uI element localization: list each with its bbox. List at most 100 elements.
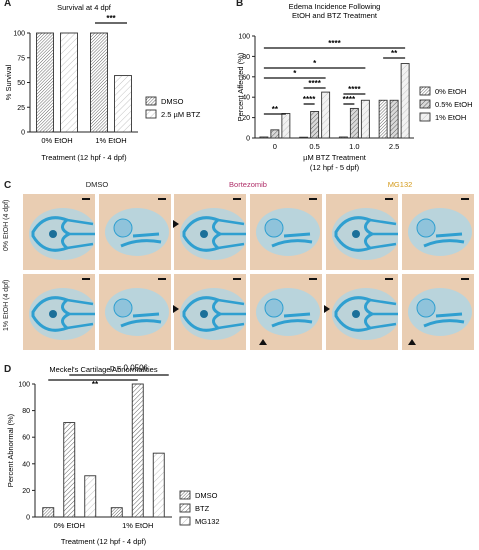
significance-label: p = 0.0506 [110, 364, 149, 373]
scale-bar [233, 278, 241, 280]
column-label: DMSO [85, 180, 109, 189]
y-tick-label: 0 [246, 136, 250, 143]
cartilage-structure [200, 230, 208, 238]
chart-title: Survival at 4 dpf [57, 3, 112, 12]
row-label: 0% EtOH (4 dpf) [3, 199, 10, 251]
cartilage-structure [352, 230, 360, 238]
legend-label: DMSO [161, 97, 184, 106]
cartilage-stain [408, 288, 472, 336]
legend-label: MG132 [195, 517, 220, 526]
ventral-view-image [325, 193, 399, 271]
bar-outline [281, 113, 291, 139]
bar-outline [90, 32, 108, 133]
eye-region [113, 218, 133, 238]
x-tick-label: 2.5 [389, 142, 399, 151]
cartilage-structure [217, 298, 246, 330]
bar-outline [63, 422, 76, 518]
bar-outline [349, 107, 359, 139]
bar-outline [36, 32, 54, 133]
cartilage-stain [256, 288, 320, 336]
bar-outline [84, 475, 97, 518]
scale-bar [158, 278, 166, 280]
x-tick-label: 1% EtOH [95, 136, 126, 145]
significance-label: **** [308, 79, 321, 88]
meckel-chart: Meckel's Cartilage Abnormalities 0 20 40 60 8… [6, 364, 220, 547]
cartilage-stain [256, 208, 320, 256]
arrowhead-marker [173, 220, 179, 228]
y-tick-label: 60 [22, 435, 30, 442]
legend-swatch-outline [179, 503, 191, 513]
significance-label: * [293, 69, 297, 78]
chart-title: Meckel's Cartilage Abnormalities [49, 365, 157, 374]
x-tick-label: 1% EtOH [122, 521, 153, 530]
bar-outline [400, 63, 410, 139]
bar-outline [360, 99, 370, 139]
legend-label: 0.5% EtOH [435, 100, 473, 109]
ventral-view-image [325, 273, 399, 351]
eye-region [264, 218, 284, 238]
bar-outline [338, 136, 348, 139]
cartilage-structure [271, 312, 313, 328]
bar-outline [270, 129, 280, 139]
scale-bar [461, 278, 469, 280]
x-axis-label: Treatment (12 hpf - 4 dpf) [61, 537, 147, 546]
cartilage-stain [29, 288, 95, 340]
lateral-view-image [98, 193, 172, 271]
scale-bar [309, 198, 317, 200]
cartilage-structure [369, 298, 398, 330]
y-tick-label: 40 [242, 95, 250, 102]
cartilage-stain [332, 288, 398, 340]
scale-bar [82, 198, 90, 200]
cartilage-structure [182, 296, 224, 332]
x-axis-label: Treatment (12 hpf - 4 dpf) [41, 153, 127, 162]
significance-label: **** [328, 39, 341, 48]
ventral-view-image [173, 193, 247, 271]
cartilage-structure [182, 216, 224, 252]
lateral-view-image [401, 193, 475, 271]
cartilage-stain [29, 208, 95, 260]
bar-outline [389, 99, 399, 139]
panel-label-b: B [236, 0, 244, 9]
x-axis-label: µM BTZ Treatment [303, 153, 367, 162]
arrowhead-marker [408, 339, 416, 345]
x-axis-label-2: (12 hpf - 5 dpf) [310, 163, 360, 172]
chart-subtitle: EtOH and BTZ Treatment [292, 11, 378, 20]
bar-outline [110, 507, 123, 518]
legend-label: 1% EtOH [435, 113, 466, 122]
row-label: 1% EtOH (4 dpf) [3, 279, 10, 331]
bar-outline [152, 452, 165, 518]
cartilage-structure [31, 296, 73, 332]
chart-title: Edema Incidence Following [289, 2, 381, 11]
legend-swatch-outline [145, 96, 157, 106]
significance-label: * [313, 59, 317, 68]
cartilage-structure [200, 310, 208, 318]
legend-swatch-outline [419, 86, 431, 96]
significance-label: **** [348, 85, 361, 94]
cartilage-structure [423, 232, 465, 248]
legend-swatch-outline [145, 109, 157, 119]
legend-swatch-outline [419, 112, 431, 122]
eye-region [264, 298, 284, 318]
significance-label: ** [92, 380, 99, 389]
scale-bar [385, 198, 393, 200]
y-axis-label: Percent Abnormal (%) [6, 413, 15, 487]
bar-outline [42, 507, 55, 518]
y-tick-label: 0 [21, 130, 25, 137]
scale-bar [82, 278, 90, 280]
bar-outline [259, 136, 269, 139]
cartilage-stain [180, 208, 246, 260]
significance-label: **** [343, 95, 356, 104]
cartilage-stain [180, 288, 246, 340]
legend-label: 0% EtOH [435, 87, 466, 96]
panel-label-d: D [4, 364, 12, 375]
cartilage-stain [332, 208, 398, 260]
cartilage-structure [66, 218, 95, 250]
eye-region [416, 298, 436, 318]
legend-swatch-outline [179, 490, 191, 500]
lateral-view-image [401, 273, 475, 351]
column-label: Bortezomib [229, 180, 267, 189]
y-tick-label: 20 [242, 115, 250, 122]
y-tick-label: 100 [18, 382, 30, 389]
eye-region [416, 218, 436, 238]
